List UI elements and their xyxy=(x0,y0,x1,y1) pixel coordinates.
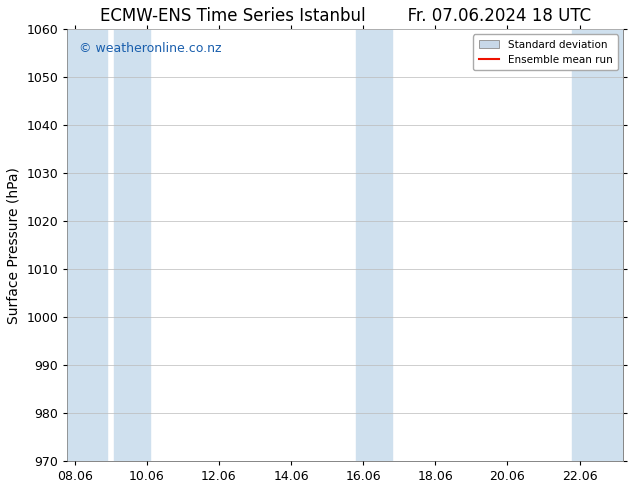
Bar xyxy=(573,29,623,461)
Y-axis label: Surface Pressure (hPa): Surface Pressure (hPa) xyxy=(7,167,21,323)
Bar xyxy=(67,29,107,461)
Title: ECMW-ENS Time Series Istanbul        Fr. 07.06.2024 18 UTC: ECMW-ENS Time Series Istanbul Fr. 07.06.… xyxy=(100,7,591,25)
Text: © weatheronline.co.nz: © weatheronline.co.nz xyxy=(79,42,221,55)
Bar xyxy=(114,29,150,461)
Legend: Standard deviation, Ensemble mean run: Standard deviation, Ensemble mean run xyxy=(474,34,618,70)
Bar xyxy=(356,29,392,461)
